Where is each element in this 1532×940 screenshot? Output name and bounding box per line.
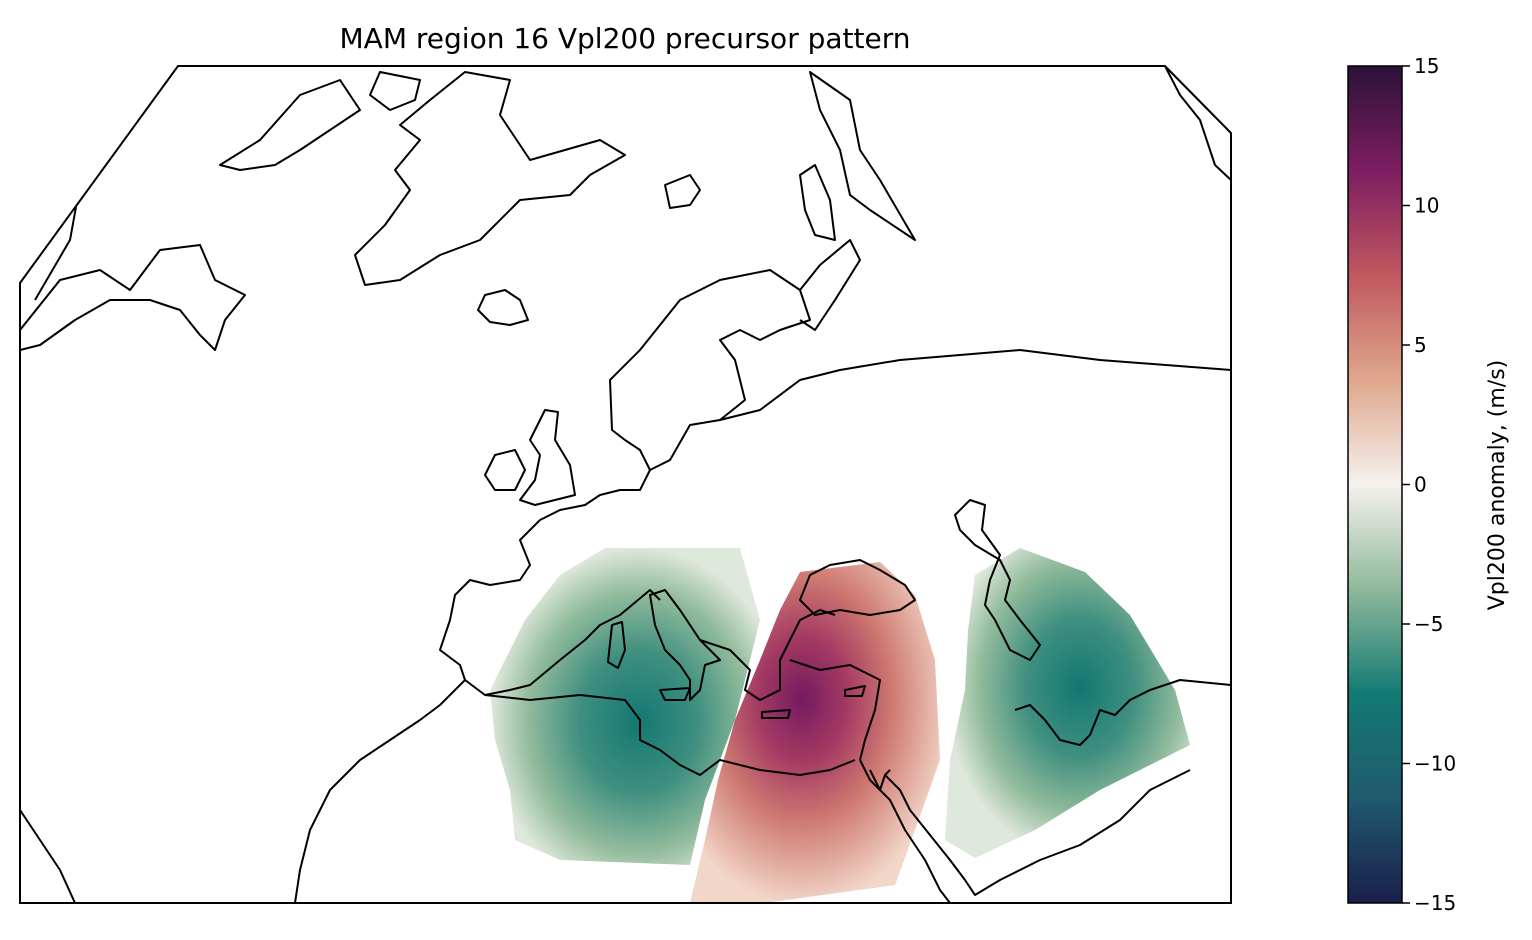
coastline-turkey-levant — [789, 659, 881, 761]
coastline-great-britain — [519, 409, 576, 506]
coastline-baffin — [219, 79, 361, 171]
coastline-italy — [649, 589, 721, 701]
coastline-labrador — [20, 244, 246, 351]
colorbar-gradient — [1348, 66, 1402, 903]
coastline-svalbard — [664, 174, 701, 209]
coastline-arctic-far-ne — [1164, 66, 1231, 181]
colorbar-tick-label: 5 — [1414, 333, 1427, 357]
coastline-iceland — [477, 289, 529, 326]
coastline-north-africa — [294, 679, 466, 903]
coastline-iberia-france — [439, 519, 661, 696]
coastline-crete — [761, 709, 791, 719]
coastline-sinai — [869, 769, 891, 791]
colorbar-ticks: 15 10 5 0 −5 −10 −15 — [1402, 54, 1456, 915]
coastline-arabia — [884, 769, 1191, 896]
colorbar-tick-label: −10 — [1414, 752, 1456, 776]
anomaly-arabia-negative — [945, 548, 1190, 858]
coastline-maghreb — [484, 694, 856, 776]
coastline-caspian — [954, 499, 1041, 661]
coastline-balkans-greece — [699, 609, 836, 701]
coastline-arctic-ne — [809, 71, 916, 241]
coastline-sardinia — [607, 621, 626, 669]
coastline-greenland — [354, 71, 626, 286]
map-area — [20, 66, 1231, 903]
colorbar-tick-label: 15 — [1414, 54, 1439, 78]
anomaly-east-mediterranean-positive — [690, 562, 940, 903]
coastline-sw-edge — [20, 809, 76, 903]
map-frame — [19, 65, 1232, 904]
coastline-north-europe — [719, 349, 1231, 421]
colorbar-label: Vpl200 anomaly, (m/s) — [1485, 360, 1510, 611]
coastline-denmark — [539, 469, 651, 521]
colorbar-tick-label: 10 — [1414, 194, 1439, 218]
colorbar-tick-label: 0 — [1414, 473, 1427, 497]
coastline-ireland — [484, 449, 526, 491]
map-title: MAM region 16 Vpl200 precursor pattern — [340, 22, 911, 55]
coastline-cyprus — [844, 685, 866, 697]
colorbar-tick-label: −15 — [1414, 891, 1456, 915]
colorbar: 15 10 5 0 −5 −10 −15 Vpl200 anomaly, (m/s) — [1347, 54, 1510, 915]
coastline-russia-north — [799, 239, 861, 331]
coastline-canada-arctic — [369, 71, 421, 111]
coastline-novaya-zemlya — [799, 164, 836, 241]
coastline-red-sea-west — [859, 759, 951, 903]
coastlines — [20, 66, 1231, 903]
colorbar-tick-label: −5 — [1414, 612, 1443, 636]
coastline-sicily — [659, 687, 691, 701]
coastline-black-sea — [799, 559, 916, 616]
coastline-scandinavia — [609, 269, 811, 471]
coastline-persian-gulf — [1014, 679, 1231, 746]
